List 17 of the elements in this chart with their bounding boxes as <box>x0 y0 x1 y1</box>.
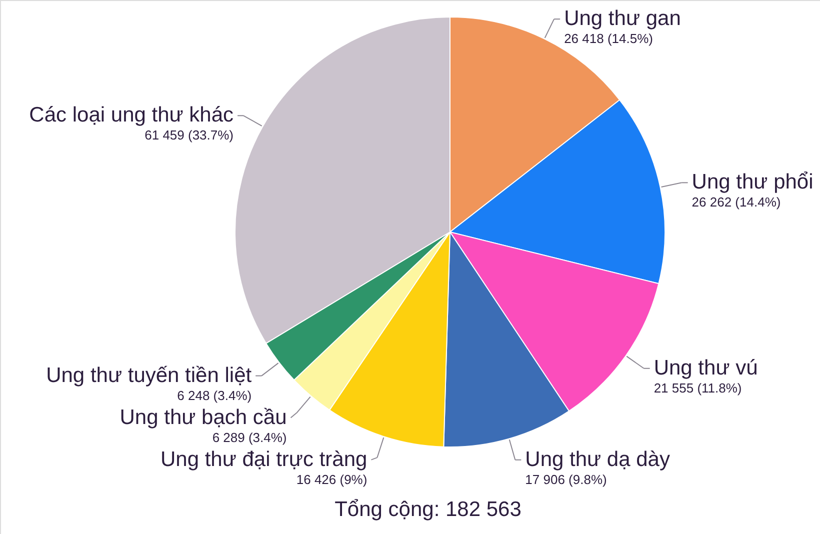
slice-label: Ung thư dạ dày <box>525 448 670 471</box>
data-label: 17 906 (9.8%) <box>525 472 607 487</box>
slice-label: Ung thư gan <box>564 7 681 30</box>
slice-label: Ung thư phổi <box>692 170 814 194</box>
data-label: 6 248 (3.4%) <box>177 388 252 403</box>
slice-label: Ung thư tuyến tiền liệt <box>46 364 252 387</box>
data-label: 16 426 (9%) <box>296 472 368 487</box>
data-label: 61 459 (33.7%) <box>144 128 234 143</box>
slice-label: Các loại ung thư khác <box>29 104 234 127</box>
data-label: 6 289 (3.4%) <box>212 430 287 445</box>
slice-label: Ung thư vú <box>654 356 758 380</box>
data-label: 26 418 (14.5%) <box>564 31 653 46</box>
slice-label: Ung thư bạch cầu <box>120 406 287 429</box>
data-label: 21 555 (11.8%) <box>654 380 742 396</box>
text: Tổng cộng: 182 563 <box>334 498 522 521</box>
data-label: 26 262 (14.4%) <box>692 194 781 210</box>
slice-label: Ung thư đại trực tràng <box>160 448 368 471</box>
